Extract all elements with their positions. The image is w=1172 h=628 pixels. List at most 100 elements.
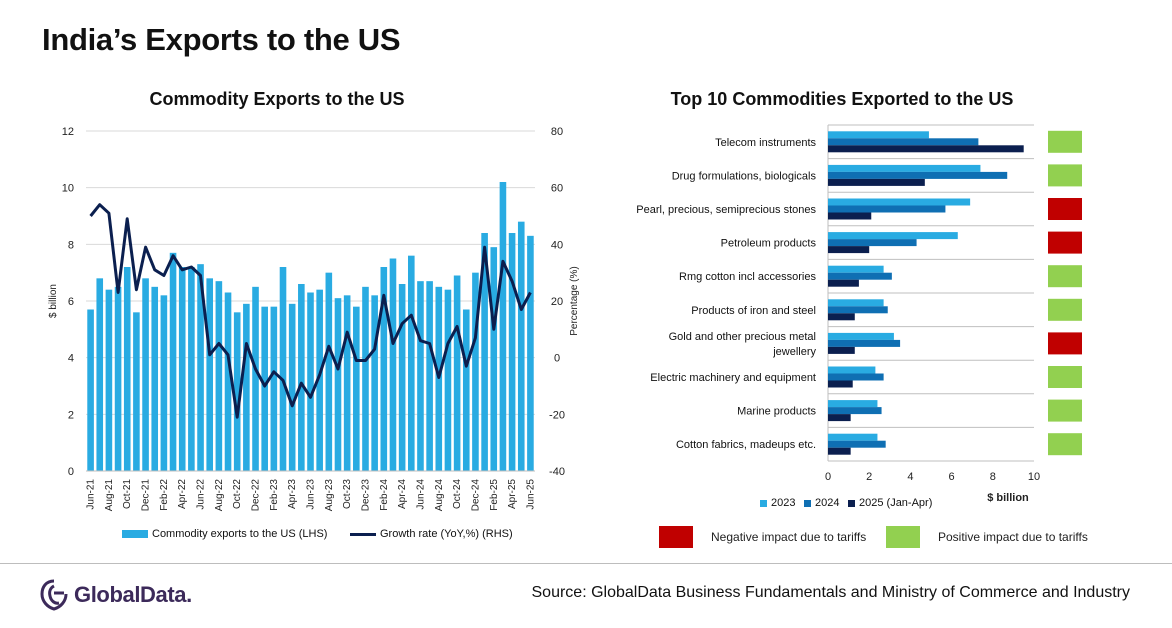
x-tick-label: Feb-25	[489, 479, 500, 511]
category-label: Drug formulations, biologicals	[672, 170, 817, 182]
x-tick-label: Aug-23	[324, 479, 335, 512]
right-x-tick-label: 10	[1028, 471, 1040, 483]
right-y-tick-label: 40	[551, 239, 563, 251]
export-bar	[380, 267, 388, 471]
export-bar	[426, 281, 433, 471]
commodity-bar	[828, 239, 917, 247]
legend-2024-swatch	[804, 499, 811, 507]
commodity-bar	[828, 145, 1024, 153]
commodity-bar	[828, 212, 872, 220]
export-bar	[353, 306, 360, 471]
x-tick-label: Jun-21	[86, 479, 97, 510]
x-tick-label: Jun-24	[415, 479, 426, 510]
x-tick-label: Dec-21	[141, 479, 152, 512]
right-y-tick-label: -20	[549, 409, 565, 421]
legend-2025: 2025 (Jan-Apr)	[848, 497, 932, 509]
legend-line-label: Growth rate (YoY,%) (RHS)	[380, 528, 513, 540]
commodity-bar	[828, 407, 882, 415]
export-bar	[462, 309, 470, 471]
export-bar	[444, 289, 452, 471]
x-tick-label: Feb-22	[159, 479, 170, 511]
commodity-bar	[828, 299, 884, 307]
right-y-tick-label: -40	[549, 466, 565, 478]
legend-2023: 2023	[760, 497, 795, 509]
legend-2025-swatch	[848, 499, 855, 507]
left-chart-title: Commodity Exports to the US	[149, 89, 405, 109]
left-y-tick-label: 6	[68, 296, 74, 308]
impact-indicator	[1048, 433, 1082, 456]
x-tick-label: Feb-23	[269, 479, 280, 511]
left-y-tick-label: 10	[62, 183, 74, 195]
commodity-bar	[828, 400, 878, 408]
legend-2023-label: 2023	[771, 497, 796, 509]
x-tick-label: Dec-23	[360, 479, 371, 512]
right-x-tick-label: 2	[866, 471, 872, 483]
export-bar	[334, 298, 342, 471]
export-bar	[188, 267, 195, 471]
x-tick-label: Apr-25	[507, 479, 518, 509]
export-bar	[114, 286, 122, 471]
export-bar	[527, 235, 534, 471]
x-tick-label: Apr-23	[287, 479, 298, 509]
right-y-tick-label: 80	[551, 126, 563, 138]
export-bar	[481, 233, 488, 471]
right-y-tick-label: 60	[551, 183, 563, 195]
source-note: Source: GlobalData Business Fundamentals…	[531, 584, 1131, 601]
right-x-tick-label: 6	[949, 471, 955, 483]
commodity-bar	[828, 373, 884, 381]
export-bar	[252, 286, 259, 471]
export-bar	[133, 312, 140, 471]
category-label: Cotton fabrics, madeups etc.	[676, 439, 816, 451]
x-tick-label: Apr-22	[177, 479, 188, 509]
commodity-bar	[828, 178, 925, 186]
legend-2025-label: 2025 (Jan-Apr)	[859, 497, 933, 509]
legend-2024-label: 2024	[815, 497, 840, 509]
commodity-bar	[828, 447, 851, 455]
x-tick-label: Oct-24	[452, 479, 463, 509]
commodity-bar	[828, 332, 894, 340]
commodity-bar	[828, 440, 886, 448]
left-y-axis-title: $ billion	[48, 284, 59, 318]
export-bar	[96, 278, 104, 471]
brand-logo[interactable]: GlobalData.	[40, 578, 192, 612]
category-label: Electric machinery and equipment	[650, 372, 816, 384]
category-label: Petroleum products	[721, 238, 817, 250]
export-bar	[362, 286, 369, 471]
export-bar	[215, 281, 223, 471]
commodity-bar	[828, 313, 855, 321]
export-bar	[160, 295, 168, 471]
legend-2023-swatch	[760, 499, 767, 507]
legend-2024: 2024	[804, 497, 839, 509]
commodity-bar	[828, 279, 859, 287]
commodity-bar	[828, 272, 892, 280]
impact-indicator	[1048, 164, 1082, 187]
impact-indicator	[1048, 399, 1082, 422]
export-bar	[169, 252, 177, 471]
commodity-bar	[828, 433, 878, 441]
brand-name: GlobalData.	[74, 582, 192, 607]
export-bar	[178, 267, 186, 471]
category-label: Gold and other precious metal	[669, 331, 816, 343]
export-bar	[316, 289, 323, 471]
x-tick-label: Jun-25	[525, 479, 536, 510]
export-bar	[389, 258, 397, 471]
export-bar	[407, 255, 415, 471]
x-tick-label: Jun-23	[306, 479, 317, 510]
x-tick-label: Aug-21	[104, 479, 115, 512]
export-bar	[371, 295, 378, 471]
export-bar	[151, 286, 159, 471]
export-bar	[298, 284, 305, 471]
impact-indicator	[1048, 366, 1082, 388]
category-label: Rmg cotton incl accessories	[679, 271, 816, 283]
impact-indicator	[1048, 130, 1082, 153]
commodity-bar	[828, 232, 958, 240]
commodity-bar	[828, 346, 855, 354]
commodity-bar	[828, 171, 1008, 179]
impact-indicator	[1048, 332, 1082, 355]
impact-legend-positive-label: Positive impact due to tariffs	[938, 530, 1088, 544]
category-label: Products of iron and steel	[691, 305, 816, 317]
commodity-bar	[828, 380, 853, 388]
impact-legend-positive: Positive impact due to tariffs	[886, 526, 1088, 548]
export-bar	[206, 278, 214, 471]
